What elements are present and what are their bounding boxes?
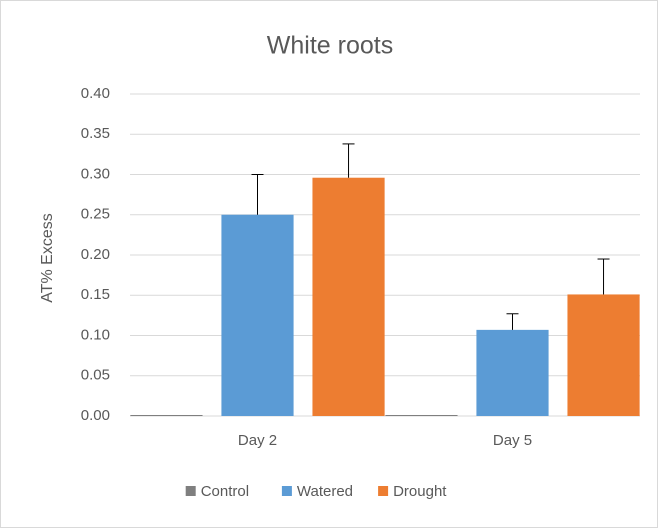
bar — [385, 415, 458, 416]
bar — [476, 329, 549, 416]
y-tick-label: 0.15 — [81, 286, 110, 303]
bar — [221, 214, 294, 416]
y-tick-label: 0.25 — [81, 206, 110, 223]
bar — [567, 294, 640, 416]
y-tick-label: 0.05 — [81, 367, 110, 384]
legend-label: Control — [201, 483, 249, 500]
x-tick-label: Day 5 — [493, 432, 532, 449]
legend-swatch — [378, 486, 389, 496]
y-tick-label: 0.20 — [81, 246, 110, 263]
y-tick-label: 0.35 — [81, 125, 110, 142]
legend-swatch — [185, 486, 196, 496]
y-axis-title: AT% Excess — [39, 213, 56, 303]
y-tick-label: 0.30 — [81, 165, 110, 182]
y-tick-label: 0.10 — [81, 326, 110, 343]
y-tick-label: 0.00 — [81, 407, 110, 424]
legend-label: Drought — [393, 483, 447, 500]
bar — [312, 177, 385, 416]
legend-swatch — [281, 486, 292, 496]
chart-title: White roots — [267, 32, 393, 60]
bar — [130, 415, 203, 416]
x-tick-label: Day 2 — [238, 432, 277, 449]
legend-label: Watered — [297, 483, 353, 500]
y-tick-label: 0.40 — [81, 85, 110, 102]
